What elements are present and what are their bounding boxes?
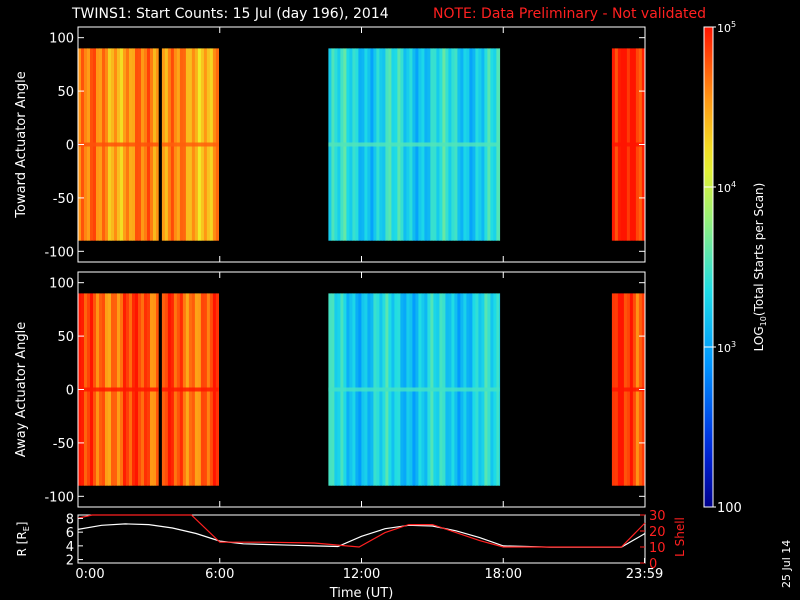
y-axis-label-right: L Shell	[673, 517, 687, 557]
x-tick-label: 0:00	[75, 567, 104, 582]
y-tick-label: 6	[66, 526, 74, 541]
colorbar-tick-label: 105	[717, 20, 736, 35]
y-tick-label: 0	[66, 139, 74, 154]
zero-angle-band	[611, 387, 645, 392]
y-axis-label: Away Actuator Angle	[14, 322, 29, 457]
colorbar-tick-label: 104	[717, 180, 736, 195]
heatmap-panel-1	[77, 26, 646, 263]
y-tick-label-right: 10	[649, 541, 666, 556]
y-tick-label: -50	[53, 192, 74, 207]
x-tick-label: 12:00	[343, 567, 380, 582]
data-segment-1	[78, 48, 159, 241]
zero-angle-band	[161, 387, 219, 392]
y-axis-label: Toward Actuator Angle	[14, 71, 29, 218]
x-tick-label: 6:00	[205, 567, 234, 582]
heatmap-panel-2	[77, 271, 646, 508]
y-tick-label: 4	[66, 540, 74, 555]
series-line-2	[77, 514, 646, 548]
y-tick-label: 2	[66, 554, 74, 569]
plot-title: TWINS1: Start Counts: 15 Jul (day 196), …	[72, 6, 389, 22]
x-axis-label: Time (UT)	[329, 586, 394, 600]
data-segment-2	[161, 293, 219, 486]
y-tick-label-right: 0	[649, 557, 657, 572]
x-tick-label: 23:59	[626, 567, 663, 582]
colorbar-tick-label: 103	[717, 340, 736, 355]
y-tick-label: -100	[44, 245, 74, 260]
y-axis-label-left: R [RE]	[15, 522, 31, 557]
y-tick-label: 0	[66, 384, 74, 399]
data-segment-3	[328, 293, 501, 486]
zero-angle-band	[328, 387, 500, 392]
y-tick-label: 50	[57, 330, 74, 345]
panel-frame	[77, 514, 646, 564]
y-tick-label-right: 30	[649, 509, 666, 524]
y-tick-label-right: 20	[649, 525, 666, 540]
colorbar-tick-label: 100	[717, 501, 742, 516]
ephemeris-panel	[77, 514, 646, 564]
zero-angle-band	[328, 142, 500, 147]
data-segment-1	[78, 293, 159, 486]
colorbar-gradient	[703, 26, 714, 508]
y-tick-label: -50	[53, 437, 74, 452]
zero-angle-band	[611, 142, 645, 147]
data-segment-3	[328, 48, 501, 241]
zero-angle-band	[78, 387, 159, 392]
zero-angle-band	[161, 142, 219, 147]
y-tick-label: 8	[66, 512, 74, 527]
colorbar-label: LOG10(Total Starts per Scan)	[752, 183, 768, 352]
data-column	[499, 48, 501, 241]
y-tick-label: 100	[49, 277, 74, 292]
zero-angle-band	[78, 142, 159, 147]
y-tick-label: -100	[44, 490, 74, 505]
data-column	[499, 293, 501, 486]
y-tick-label: 50	[57, 85, 74, 100]
preliminary-note: NOTE: Data Preliminary - Not validated	[433, 6, 707, 22]
x-tick-label: 18:00	[485, 567, 522, 582]
data-segment-2	[161, 48, 219, 241]
y-tick-label: 100	[49, 32, 74, 47]
colorbar: 105 104 103 100 LOG10(Total Starts per Scan)	[703, 20, 768, 516]
